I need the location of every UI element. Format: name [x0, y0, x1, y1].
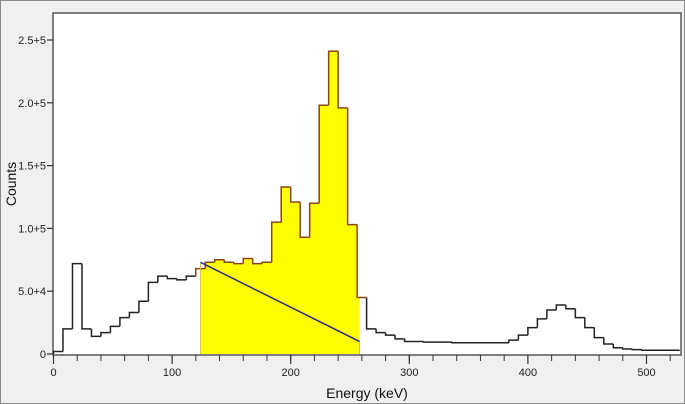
x-axis: 0 100 200 300 400 500 — [50, 355, 671, 379]
x-tick-label: 200 — [282, 367, 300, 379]
y-tick-label: 0 — [40, 349, 46, 361]
x-axis-title: Energy (keV) — [326, 385, 408, 401]
y-tick-label: 5.0+4 — [18, 286, 46, 298]
y-axis: 0 5.0+4 1.0+5 1.5+5 2.0+5 2.5+5 — [18, 35, 53, 361]
y-tick-label: 2.0+5 — [18, 98, 46, 110]
x-tick-label: 400 — [519, 367, 537, 379]
x-tick-label: 0 — [50, 367, 56, 379]
y-tick-label: 1.5+5 — [18, 161, 46, 173]
y-tick-label: 1.0+5 — [18, 223, 46, 235]
roi-background-line — [200, 261, 360, 343]
y-tick-label: 2.5+5 — [18, 35, 46, 47]
x-tick-label: 300 — [400, 367, 418, 379]
x-tick-label: 500 — [637, 367, 655, 379]
y-axis-title: Counts — [3, 162, 19, 206]
histogram-line — [52, 50, 680, 354]
x-tick-label: 100 — [163, 367, 181, 379]
